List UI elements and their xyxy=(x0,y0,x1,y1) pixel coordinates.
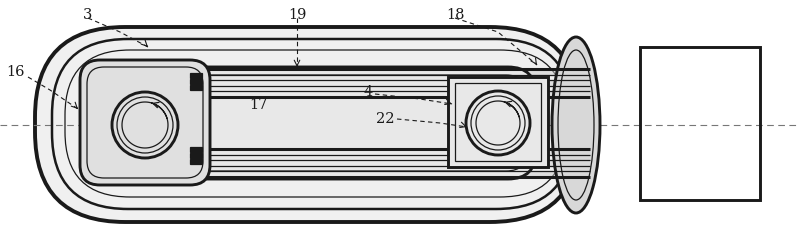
Bar xyxy=(190,85,202,90)
Bar xyxy=(455,83,541,161)
Bar xyxy=(190,153,202,158)
Ellipse shape xyxy=(552,37,600,213)
Text: 3: 3 xyxy=(83,8,93,22)
Bar xyxy=(190,73,202,78)
Text: 16: 16 xyxy=(6,65,26,79)
FancyBboxPatch shape xyxy=(80,60,210,185)
Text: 17: 17 xyxy=(249,98,267,112)
Bar xyxy=(190,147,202,152)
Text: 18: 18 xyxy=(446,8,464,22)
FancyBboxPatch shape xyxy=(35,27,580,222)
Bar xyxy=(190,159,202,164)
Bar xyxy=(640,47,760,200)
Bar xyxy=(190,79,202,84)
FancyBboxPatch shape xyxy=(168,67,536,179)
Text: 4: 4 xyxy=(363,85,373,99)
Text: 22: 22 xyxy=(376,112,394,126)
Bar xyxy=(448,77,548,167)
Text: 19: 19 xyxy=(288,8,306,22)
